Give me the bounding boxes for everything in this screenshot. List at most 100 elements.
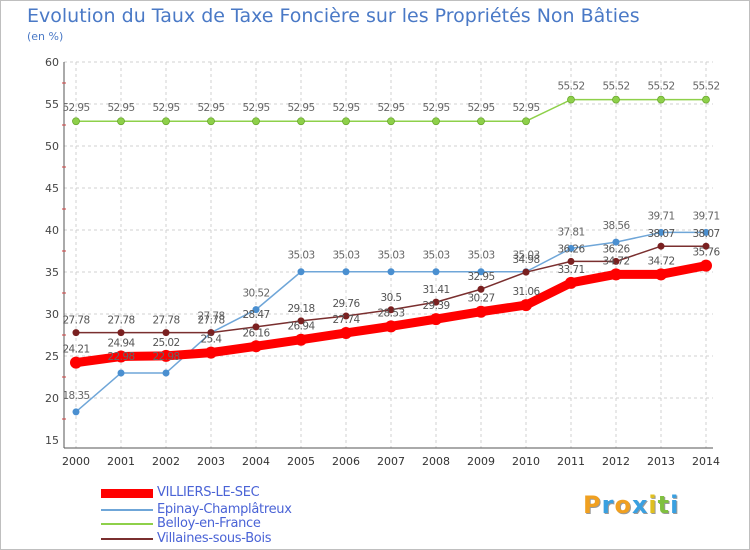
legend-swatch-villiers	[101, 489, 153, 498]
logo-letter: t	[657, 491, 671, 519]
data-point-0	[385, 320, 397, 333]
data-label-1: 38.56	[602, 220, 630, 232]
data-label-0: 28.53	[377, 307, 404, 319]
legend-label-belloy: Belloy-en-France	[157, 516, 261, 531]
x-tick-label: 2009	[467, 455, 495, 468]
x-tick-label: 2006	[332, 455, 360, 468]
x-tick-label: 2007	[377, 455, 405, 468]
legend-item-villiers: VILLIERS-LE-SEC	[101, 485, 401, 501]
data-point-2	[297, 117, 305, 126]
data-label-0: 26.94	[287, 321, 315, 333]
data-point-2	[432, 117, 440, 126]
x-tick-label: 2010	[512, 455, 540, 468]
legend-swatch-belloy	[101, 523, 153, 525]
data-point-3	[297, 317, 305, 325]
data-point-2	[612, 95, 620, 104]
y-axis-unit: (en %)	[27, 30, 64, 43]
y-tick-label: 25	[45, 350, 59, 363]
data-label-3: 30.5	[381, 292, 402, 304]
data-point-0	[250, 340, 262, 353]
data-point-0	[160, 349, 172, 362]
legend-item-belloy: Belloy-en-France	[101, 516, 401, 532]
data-label-0: 34.72	[602, 255, 629, 267]
data-label-1: 18.35	[62, 390, 89, 402]
data-point-0	[430, 313, 442, 326]
data-point-3	[522, 268, 530, 276]
data-label-2: 55.52	[692, 81, 719, 93]
data-label-1: 35.03	[422, 250, 449, 262]
data-point-1	[567, 244, 575, 252]
data-point-3	[162, 329, 170, 337]
x-tick-label: 2002	[152, 455, 180, 468]
data-label-0: 24.21	[62, 344, 89, 356]
data-label-0: 31.06	[512, 286, 540, 298]
data-label-2: 52.95	[242, 102, 269, 114]
data-point-2	[387, 117, 395, 126]
data-label-3: 29.76	[332, 298, 360, 310]
data-point-1	[657, 228, 665, 236]
data-label-1: 35.03	[467, 250, 494, 262]
y-tick-label: 55	[45, 98, 59, 111]
data-label-3: 31.41	[422, 284, 449, 296]
data-label-2: 52.95	[107, 102, 134, 114]
y-tick-label: 15	[45, 434, 59, 447]
data-point-0	[70, 356, 82, 369]
x-tick-label: 2014	[692, 455, 720, 468]
y-tick-label: 40	[45, 224, 59, 237]
data-point-0	[295, 333, 307, 346]
logo-letter: o	[614, 491, 632, 519]
data-point-1	[702, 228, 710, 236]
data-label-1: 22.98	[107, 351, 134, 363]
data-point-3	[702, 242, 710, 250]
data-point-1	[477, 268, 485, 276]
data-label-2: 55.52	[602, 81, 629, 93]
data-label-3: 32.95	[467, 271, 494, 283]
data-point-2	[72, 117, 80, 126]
data-point-1	[72, 408, 80, 416]
data-point-2	[342, 117, 350, 126]
x-tick-label: 2001	[107, 455, 135, 468]
data-point-0	[205, 346, 217, 359]
logo-letter: r	[601, 491, 615, 519]
data-label-3: 27.78	[107, 315, 134, 327]
data-point-2	[207, 117, 215, 126]
data-point-1	[297, 268, 305, 276]
x-tick-label: 2008	[422, 455, 450, 468]
data-point-3	[567, 257, 575, 265]
data-label-3: 29.18	[287, 303, 314, 315]
data-label-3: 27.78	[152, 315, 179, 327]
legend-item-villaines: Villaines-sous-Bois	[101, 531, 401, 547]
data-label-2: 52.95	[287, 102, 314, 114]
data-label-2: 52.95	[467, 102, 494, 114]
data-point-3	[207, 329, 215, 337]
data-point-3	[657, 242, 665, 250]
proxiti-logo: Proxiti	[583, 491, 679, 519]
data-label-0: 29.39	[422, 300, 449, 312]
x-tick-label: 2004	[242, 455, 270, 468]
data-point-1	[387, 268, 395, 276]
data-point-1	[342, 268, 350, 276]
legend-item-epinay: Epinay-Champlâtreux	[101, 502, 401, 518]
data-label-3: 38.07	[692, 228, 719, 240]
y-tick-label: 60	[45, 56, 59, 69]
data-label-1: 39.71	[647, 210, 674, 222]
data-label-1: 30.52	[242, 288, 269, 300]
data-point-0	[565, 276, 577, 289]
data-label-3: 27.78	[197, 315, 224, 327]
data-point-0	[475, 305, 487, 318]
y-tick-label: 50	[45, 140, 59, 153]
x-tick-label: 2012	[602, 455, 630, 468]
data-label-3: 36.26	[557, 243, 585, 255]
x-tick-label: 2013	[647, 455, 675, 468]
data-point-0	[700, 259, 712, 272]
data-label-0: 35.76	[692, 247, 720, 259]
y-tick-label: 45	[45, 182, 59, 195]
data-point-1	[612, 238, 620, 246]
data-label-3: 28.47	[242, 309, 269, 321]
data-label-0: 25.02	[152, 337, 179, 349]
data-point-0	[655, 268, 667, 281]
data-label-2: 52.95	[197, 102, 224, 114]
data-label-1: 35.03	[332, 250, 359, 262]
data-point-3	[612, 257, 620, 265]
legend-swatch-villaines	[101, 538, 153, 540]
